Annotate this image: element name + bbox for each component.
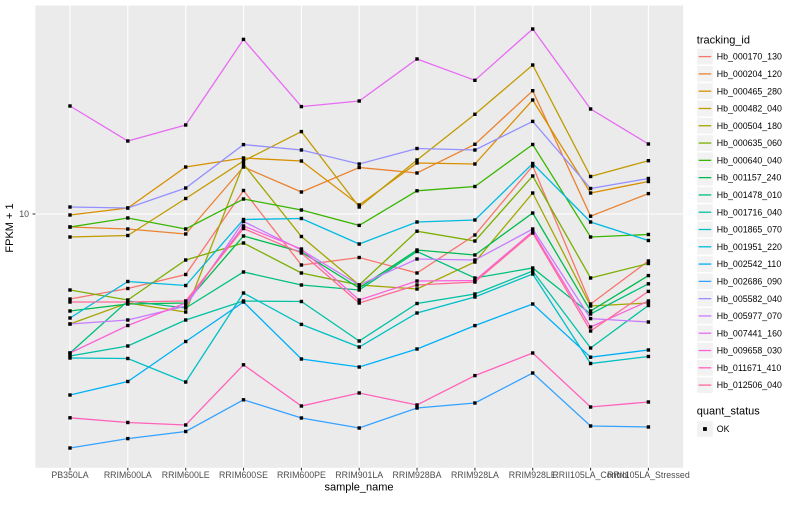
svg-text:Hb_005977_070: Hb_005977_070: [717, 311, 782, 321]
svg-text:Hb_002542_110: Hb_002542_110: [717, 259, 782, 269]
svg-text:Hb_000640_040: Hb_000640_040: [717, 155, 782, 165]
svg-text:RRIM928LA: RRIM928LA: [451, 470, 499, 480]
svg-text:Hb_005582_040: Hb_005582_040: [717, 294, 782, 304]
svg-text:RRIM600LE: RRIM600LE: [162, 470, 210, 480]
svg-text:Hb_000170_130: Hb_000170_130: [717, 52, 782, 62]
svg-text:RRIM600PE: RRIM600PE: [277, 470, 326, 480]
svg-text:RRIM928LE: RRIM928LE: [509, 470, 557, 480]
svg-text:Hb_007441_160: Hb_007441_160: [717, 328, 782, 338]
svg-text:Hb_000482_040: Hb_000482_040: [717, 104, 782, 114]
svg-text:RRIM600LA: RRIM600LA: [104, 470, 152, 480]
svg-text:FPKM + 1: FPKM + 1: [4, 203, 16, 252]
svg-text:10: 10: [19, 209, 29, 219]
svg-text:RRIM901LA: RRIM901LA: [335, 470, 383, 480]
svg-text:OK: OK: [717, 424, 730, 434]
svg-text:PB350LA: PB350LA: [51, 470, 88, 480]
svg-text:RRIM600SE: RRIM600SE: [219, 470, 268, 480]
svg-text:Hb_001865_070: Hb_001865_070: [717, 225, 782, 235]
svg-text:Hb_002686_090: Hb_002686_090: [717, 276, 782, 286]
svg-text:Hb_000204_120: Hb_000204_120: [717, 69, 782, 79]
svg-text:Hb_009658_030: Hb_009658_030: [717, 346, 782, 356]
svg-text:Hb_001157_240: Hb_001157_240: [717, 173, 782, 183]
svg-text:Hb_000635_060: Hb_000635_060: [717, 138, 782, 148]
svg-text:sample_name: sample_name: [324, 482, 393, 494]
svg-text:tracking_id: tracking_id: [697, 34, 750, 46]
svg-text:Hb_000504_180: Hb_000504_180: [717, 121, 782, 131]
svg-text:RRII105LA_Control: RRII105LA_Control: [552, 470, 628, 480]
svg-text:quant_status: quant_status: [697, 406, 760, 418]
svg-text:Hb_000465_280: Hb_000465_280: [717, 86, 782, 96]
svg-text:RRII105LA_Stressed: RRII105LA_Stressed: [607, 470, 690, 480]
svg-text:Hb_011671_410: Hb_011671_410: [717, 363, 782, 373]
svg-text:Hb_001478_010: Hb_001478_010: [717, 190, 782, 200]
svg-text:Hb_012506_040: Hb_012506_040: [717, 380, 782, 390]
svg-text:Hb_001716_040: Hb_001716_040: [717, 207, 782, 217]
svg-text:Hb_001951_220: Hb_001951_220: [717, 242, 782, 252]
svg-text:RRIM928BA: RRIM928BA: [393, 470, 442, 480]
